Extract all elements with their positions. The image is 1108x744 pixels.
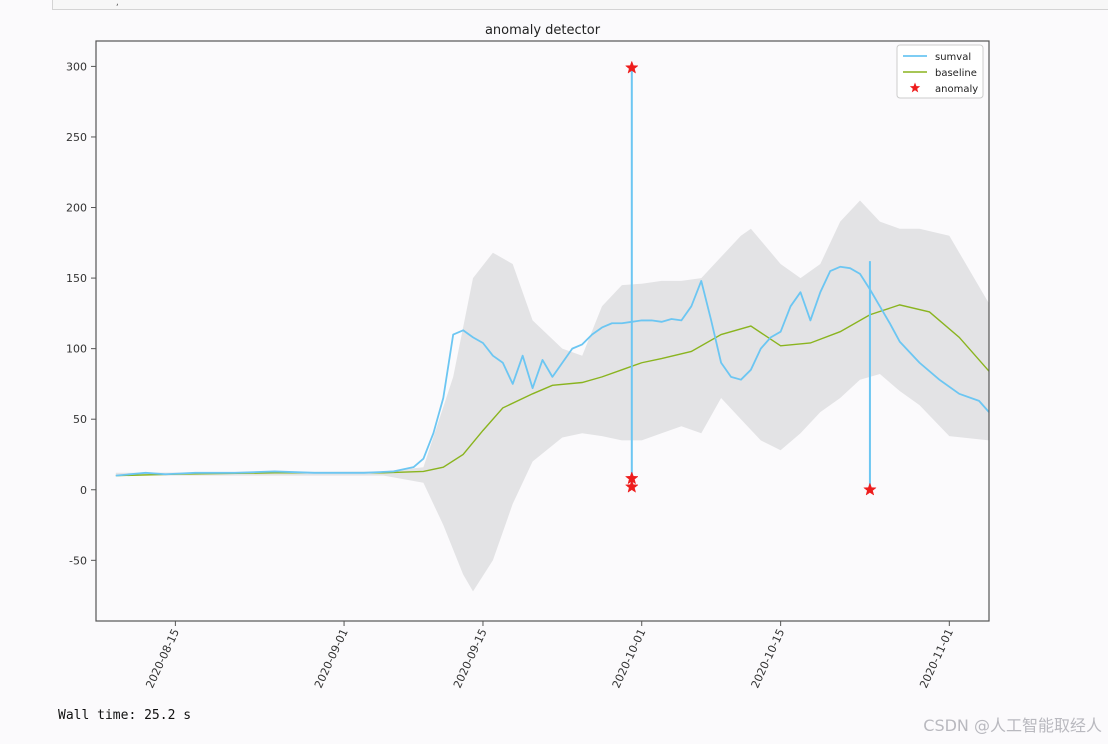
legend-label-anomaly: anomaly: [935, 84, 978, 95]
spike-layer: [630, 67, 871, 490]
x-tick-label-2: 2020-09-15: [451, 627, 490, 690]
csdn-watermark: CSDN @人工智能取经人: [923, 716, 1102, 735]
y-tick-label-1: 0: [80, 484, 87, 497]
y-tick-label-6: 250: [66, 131, 87, 144]
legend-label-baseline: baseline: [935, 68, 977, 79]
confidence-band: [115, 200, 990, 592]
plot-frame: [95, 40, 990, 622]
wall-time-output: Wall time: 25.2 s: [58, 708, 192, 723]
y-axis: -50 0 50 100 150 200 250 300: [66, 60, 96, 567]
anomaly-marker-2: [624, 479, 639, 493]
sumval-layer: [115, 265, 990, 477]
x-axis: 2020-08-15 2020-09-01 2020-09-15 2020-10-01…: [143, 621, 956, 690]
legend-swatch-anomaly: [909, 82, 921, 93]
legend-box: [896, 44, 984, 99]
chart-title: anomaly detector: [485, 23, 601, 38]
baseline-layer: [115, 304, 990, 477]
anomaly-marker-3: [863, 482, 877, 496]
x-tick-label-0: 2020-08-15: [143, 627, 182, 690]
output-marker: ,: [115, 0, 120, 7]
y-tick-label-0: -50: [69, 554, 87, 567]
previous-cell-edge: ,: [52, 0, 1108, 10]
legend-label-sumval: sumval: [935, 52, 971, 63]
y-tick-label-4: 150: [66, 272, 87, 285]
y-tick-label-2: 50: [73, 413, 87, 426]
anomaly-marker-layer: [624, 60, 877, 496]
x-tick-label-4: 2020-10-15: [749, 627, 788, 690]
y-tick-label-3: 100: [66, 343, 87, 356]
x-tick-label-5: 2020-11-01: [917, 627, 956, 690]
y-tick-label-7: 300: [66, 60, 87, 73]
baseline-line: [115, 304, 990, 477]
x-tick-label-3: 2020-10-01: [610, 627, 649, 690]
x-tick-label-1: 2020-09-01: [312, 627, 351, 690]
anomaly-marker-0: [624, 60, 639, 74]
sumval-line: [115, 265, 990, 477]
legend: sumval baseline anomaly: [896, 44, 984, 99]
y-tick-label-5: 200: [66, 202, 87, 215]
confidence-band-layer: [115, 200, 990, 592]
